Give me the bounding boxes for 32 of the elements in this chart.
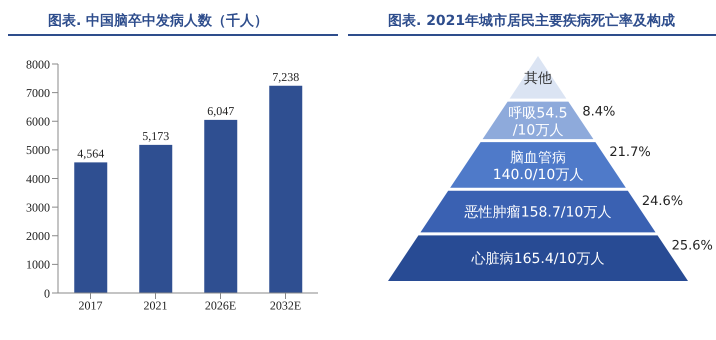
data-label: 7,238 [272, 70, 300, 84]
y-tick-label: 8000 [26, 57, 50, 72]
y-tick-label: 0 [44, 286, 50, 300]
x-tick-label: 2026E [204, 298, 236, 313]
y-tick-label: 1000 [26, 258, 50, 272]
data-label: 5,173 [142, 128, 170, 143]
text: 8.4% [582, 104, 616, 120]
x-tick-label: 2017 [78, 298, 102, 313]
bar [269, 86, 302, 293]
x-tick-label: 2032E [270, 298, 302, 313]
data-label: 4,564 [77, 146, 104, 160]
category-label: 呼吸54.5 /10万人 [508, 105, 568, 138]
bar [74, 162, 108, 293]
x-tick-label: 2021 [144, 298, 168, 313]
chart-title: 图表. 中国脑卒中发病人数（千人） [8, 8, 338, 36]
bar [204, 120, 238, 293]
text: 图表. 2021年城市居民主要疾病死亡率及构成 [348, 8, 716, 36]
category-label: 心脏病165.4/10万人 [470, 251, 604, 268]
data-label: 6,047 [207, 104, 234, 118]
bar [139, 144, 172, 293]
y-tick-label: 6000 [26, 114, 50, 129]
category-label: 脑血管病 140.0/10万人 [492, 150, 584, 183]
text: 25.6% [672, 238, 713, 254]
category-label: 其他 [524, 70, 552, 86]
y-tick-label: 3000 [26, 200, 50, 214]
y-tick-label: 2000 [26, 229, 50, 244]
category-label: 恶性肿瘤158.7/10万人 [464, 204, 612, 221]
y-tick-label: 5000 [26, 143, 50, 158]
y-tick-label: 4000 [26, 172, 50, 186]
text: 21.7% [609, 145, 651, 160]
y-tick-label: 7000 [26, 86, 50, 100]
text: 24.6% [642, 194, 684, 209]
